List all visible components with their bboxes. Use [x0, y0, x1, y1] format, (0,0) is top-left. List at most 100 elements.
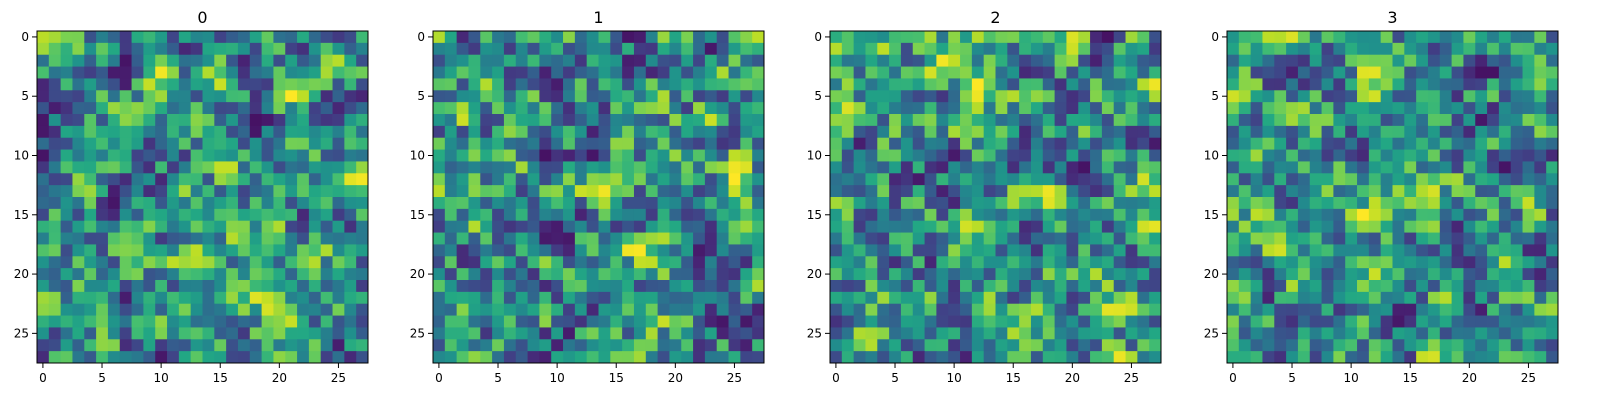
- heatmap-cell: [237, 137, 251, 150]
- heatmap-cell: [1297, 291, 1311, 305]
- heatmap-cell: [190, 351, 203, 364]
- heatmap-cells: [433, 31, 765, 364]
- heatmap-cell: [889, 280, 902, 293]
- heatmap-cell: [1227, 339, 1240, 352]
- heatmap-cell: [752, 137, 765, 150]
- heatmap-cell: [72, 208, 85, 222]
- heatmap-cell: [503, 137, 517, 150]
- heatmap-cell: [515, 137, 528, 150]
- heatmap-cell: [48, 256, 62, 269]
- heatmap-cell: [1090, 185, 1103, 198]
- heatmap-cell: [1475, 232, 1488, 245]
- heatmap-cell: [728, 291, 741, 305]
- heatmap-cell: [936, 280, 949, 293]
- heatmap-cell: [657, 90, 670, 103]
- heatmap-cell: [830, 66, 843, 79]
- heatmap-cell: [1404, 280, 1417, 293]
- heatmap-cell: [1463, 149, 1476, 162]
- heatmap-cell: [936, 137, 949, 150]
- heatmap-cell: [728, 78, 741, 91]
- heatmap-cell: [249, 291, 263, 305]
- heatmap-cell: [983, 114, 996, 127]
- heatmap-cell: [1113, 66, 1126, 79]
- heatmap-cell: [1439, 66, 1453, 79]
- heatmap-cell: [1297, 339, 1311, 352]
- heatmap-cell: [1368, 351, 1382, 364]
- heatmap-cell: [1286, 149, 1299, 162]
- heatmap-cell: [1534, 220, 1547, 233]
- heatmap-cell: [853, 232, 866, 245]
- heatmap-cell: [190, 197, 203, 210]
- heatmap-cell: [1297, 42, 1311, 56]
- heatmap-cell: [237, 197, 251, 210]
- heatmap-cell: [119, 339, 132, 352]
- heatmap-cell: [261, 137, 274, 150]
- heatmap-cell: [924, 42, 937, 56]
- heatmap-cell: [960, 268, 973, 281]
- heatmap-cell: [645, 42, 659, 56]
- heatmap-cell: [1522, 303, 1535, 316]
- heatmap-cell: [226, 351, 239, 364]
- heatmap-cell: [1357, 244, 1370, 257]
- heatmap-cell: [433, 137, 446, 150]
- heatmap-cell: [865, 256, 878, 269]
- heatmap-cell: [1030, 90, 1044, 103]
- heatmap-cell: [1498, 66, 1512, 79]
- heatmap-cell: [96, 291, 109, 305]
- heatmap-cell: [1487, 66, 1500, 79]
- heatmap-cell: [1250, 232, 1263, 245]
- heatmap-cell: [1286, 327, 1299, 340]
- heatmap-cell: [1309, 90, 1322, 103]
- heatmap-cell: [37, 268, 50, 281]
- heatmap-cell: [297, 185, 310, 198]
- heatmap-cell: [344, 42, 357, 56]
- heatmap-cell: [1101, 161, 1115, 174]
- heatmap-cell: [704, 280, 718, 293]
- heatmap-cell: [214, 54, 227, 67]
- heatmap-cell: [1042, 280, 1056, 293]
- heatmap-cell: [865, 114, 878, 127]
- heatmap-cell: [657, 327, 670, 340]
- heatmap-cell: [995, 161, 1008, 174]
- heatmap-cell: [308, 327, 322, 340]
- heatmap-cell: [492, 31, 505, 44]
- heatmap-cell: [539, 125, 552, 139]
- heatmap-cell: [492, 327, 505, 340]
- heatmap-cell: [1416, 327, 1429, 340]
- heatmap-cell: [1309, 54, 1322, 67]
- heatmap-cell: [237, 303, 251, 316]
- heatmap-cell: [622, 197, 635, 210]
- heatmap-cell: [995, 291, 1008, 305]
- heatmap-cell: [728, 244, 741, 257]
- heatmap-cell: [752, 197, 765, 210]
- heatmap-cell: [889, 54, 902, 67]
- heatmap-cell: [563, 232, 576, 245]
- heatmap-cell: [48, 114, 62, 127]
- heatmap-cell: [468, 125, 481, 139]
- heatmap-cell: [936, 31, 949, 44]
- heatmap-cell: [1227, 327, 1240, 340]
- heatmap-cell: [1534, 149, 1547, 162]
- heatmap-cell: [960, 185, 973, 198]
- heatmap-cell: [610, 185, 623, 198]
- heatmap-cell: [1238, 173, 1252, 186]
- heatmap-cell: [1274, 149, 1287, 162]
- heatmap-cell: [1137, 232, 1150, 245]
- x-tick-label: 15: [213, 371, 228, 385]
- heatmap-cell: [433, 351, 446, 364]
- heatmap-cell: [645, 102, 659, 115]
- heatmap-cell: [37, 280, 50, 293]
- heatmap-cell: [214, 161, 227, 174]
- heatmap-cell: [167, 315, 180, 328]
- heatmap-cell: [1321, 303, 1334, 316]
- heatmap-cell: [503, 291, 517, 305]
- heatmap-cell: [261, 220, 274, 233]
- heatmap-cell: [1475, 78, 1488, 91]
- heatmap-cell: [1007, 90, 1020, 103]
- heatmap-cell: [633, 268, 647, 281]
- heatmap-cell: [1054, 315, 1067, 328]
- heatmap-cell: [456, 78, 469, 91]
- heatmap-cell: [190, 220, 203, 233]
- heatmap-cell: [740, 78, 753, 91]
- heatmap-cell: [72, 256, 85, 269]
